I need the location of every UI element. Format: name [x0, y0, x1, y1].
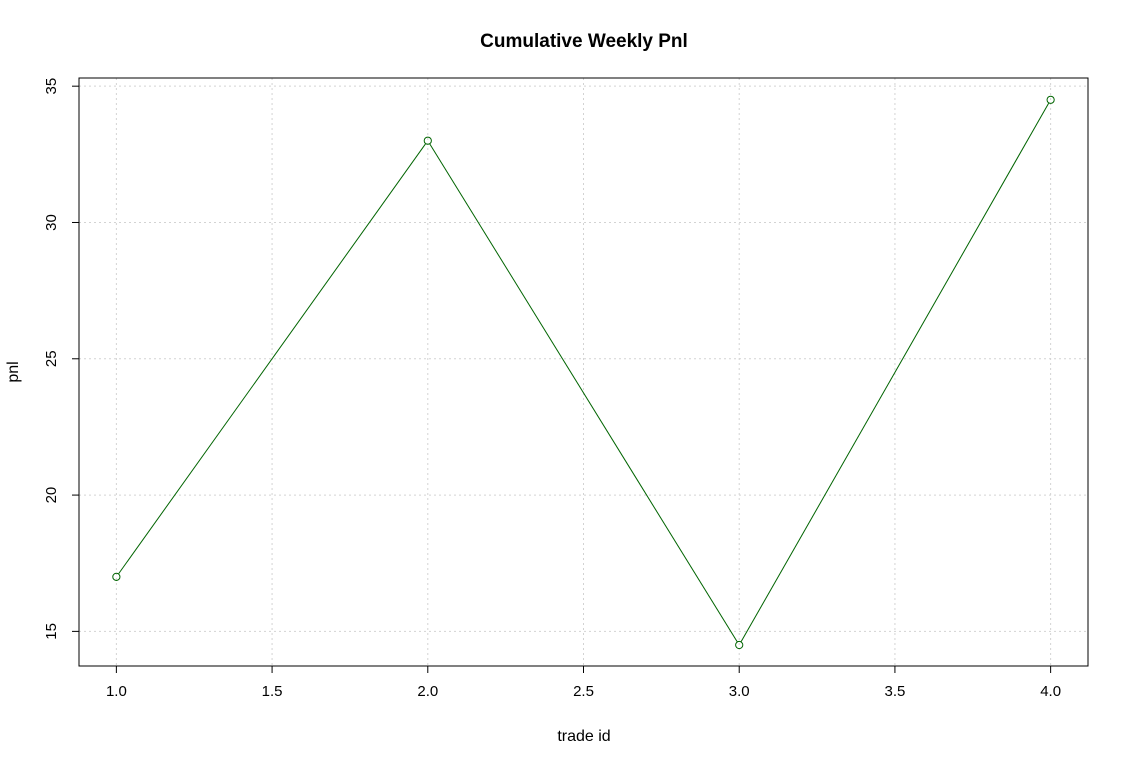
x-axis-label: trade id: [557, 728, 610, 745]
series-line-segment: [429, 143, 738, 642]
series-line-segment: [118, 143, 426, 574]
y-axis-label: pnl: [5, 361, 22, 382]
x-tick-label: 4.0: [1040, 683, 1061, 700]
x-tick-label: 2.5: [573, 683, 594, 700]
x-tick-label: 3.0: [729, 683, 750, 700]
x-tick-label: 2.0: [417, 683, 438, 700]
x-tick-label: 3.5: [884, 683, 905, 700]
series-layer: [112, 95, 1055, 650]
y-axis: 15 20 25 30 35: [43, 78, 80, 640]
y-tick-label: 30: [43, 214, 60, 231]
y-tick-label: 35: [43, 78, 60, 95]
series-line-segment: [740, 103, 1050, 642]
plot-frame: [78, 77, 1089, 667]
x-tick-label: 1.0: [106, 683, 127, 700]
data-point: [423, 136, 432, 145]
chart-title: Cumulative Weekly Pnl: [480, 31, 688, 52]
grid-lines: [79, 78, 1088, 666]
y-tick-label: 25: [43, 350, 60, 367]
x-axis: 1.0 1.5 2.0 2.5 3.0 3.5 4.0: [106, 665, 1061, 700]
data-point: [112, 572, 121, 581]
data-point: [1046, 95, 1055, 104]
x-tick-label: 1.5: [262, 683, 283, 700]
data-point: [735, 640, 744, 650]
y-tick-label: 15: [43, 623, 60, 640]
y-tick-label: 20: [43, 487, 60, 504]
